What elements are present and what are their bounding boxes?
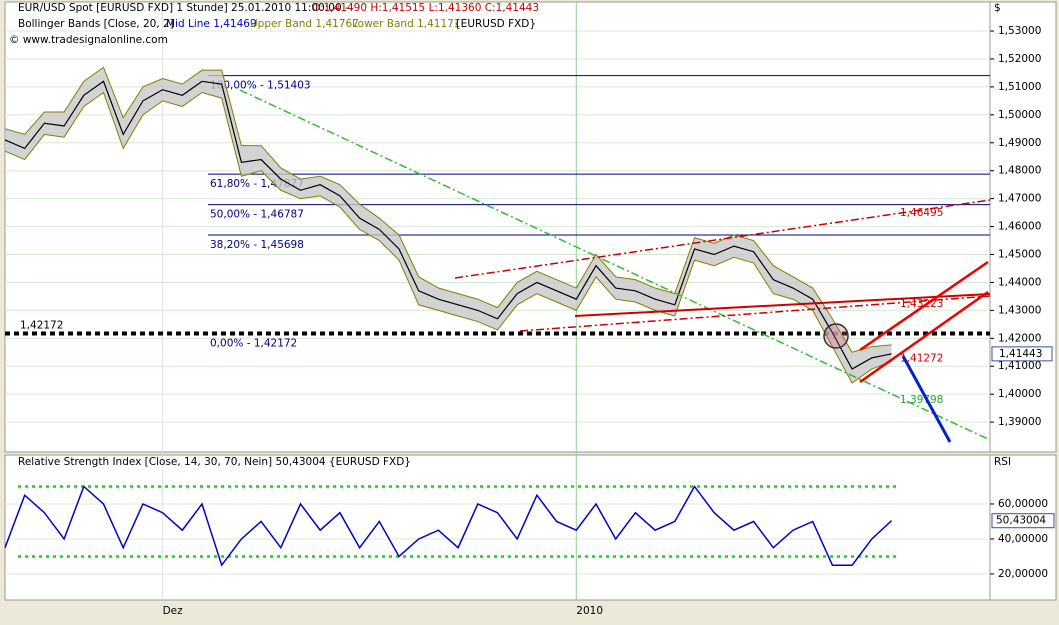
fib-label: 38,20% - 1,45698 [210, 239, 304, 251]
y-tick-label: 1,46000 [998, 221, 1041, 233]
indicator: Bollinger Bands [Close, 20, 2] [18, 18, 174, 30]
fib-label: 100,00% - 1,51403 [210, 80, 311, 92]
x-tick-label: 2010 [576, 605, 603, 617]
y-tick-label: 1,45000 [998, 249, 1041, 261]
last-rsi-label: 50,43004 [996, 515, 1046, 527]
chart-title: EUR/USD Spot [EURUSD FXD] 1 Stunde] 25.0… [18, 2, 349, 14]
level-label: 1,41272 [900, 353, 943, 365]
y-tick-label: 1,40000 [998, 388, 1041, 400]
symbol: {EURUSD FXD} [454, 18, 536, 30]
y-tick-label: 1,49000 [998, 137, 1041, 149]
y-tick-label: 1,51000 [998, 81, 1041, 93]
y-tick-label: 1,41000 [998, 360, 1041, 372]
trend-lines [239, 89, 991, 443]
y-tick-label: 1,44000 [998, 276, 1041, 288]
mid-label: Mid Line 1,41469 [166, 18, 257, 30]
y-tick-label: 1,48000 [998, 165, 1041, 177]
trend-line [239, 89, 991, 441]
trend-line [859, 260, 989, 352]
series-line [4, 485, 893, 567]
y-tick-label: 1,53000 [998, 25, 1041, 37]
trend-line [859, 290, 989, 384]
rsi-title: Relative Strength Index [Close, 14, 30, … [18, 456, 411, 468]
highlight-circle [823, 323, 849, 349]
y-tick-label: 20,00000 [998, 568, 1048, 580]
fib-label: 0,00% - 1,42172 [210, 338, 297, 350]
y-tick-label: 60,00000 [998, 498, 1048, 510]
price-axis [989, 1, 1057, 453]
level-label: 1,39798 [900, 394, 943, 406]
y-tick-label: 1,50000 [998, 109, 1041, 121]
level-label: 1,46495 [900, 207, 943, 219]
projection-line [901, 355, 952, 443]
trend-line [454, 199, 991, 279]
axis-label: $ [994, 2, 1001, 14]
support-label: 1,42172 [20, 320, 63, 332]
axis-label: RSI [994, 456, 1011, 468]
ohlc: O:1,41490 H:1,41515 L:1,41360 C:1,41443 [312, 2, 539, 14]
y-tick-label: 40,00000 [998, 533, 1048, 545]
series-line [4, 91, 892, 384]
trend-line [574, 293, 991, 317]
series-line [4, 66, 892, 353]
source: © www.tradesignalonline.com [9, 34, 168, 46]
lower-label: Lower Band 1,41171 [352, 18, 461, 30]
y-tick-label: 1,42000 [998, 332, 1041, 344]
y-tick-label: 1,39000 [998, 416, 1041, 428]
last-rsi-box [991, 513, 1055, 529]
trend-line [519, 295, 991, 332]
x-tick-label: Dez [163, 605, 184, 617]
last-price-label: 1,41443 [999, 348, 1042, 360]
y-tick-label: 1,52000 [998, 53, 1041, 65]
bollinger-band [5, 67, 892, 384]
last-price-box [991, 346, 1053, 362]
y-tick-label: 1,43000 [998, 304, 1041, 316]
y-tick-label: 1,47000 [998, 193, 1041, 205]
rsi-panel [4, 454, 991, 601]
fib-label: 50,00% - 1,46787 [210, 209, 304, 221]
upper-label: Upper Band 1,41767 [250, 18, 359, 30]
series-line [4, 80, 892, 370]
